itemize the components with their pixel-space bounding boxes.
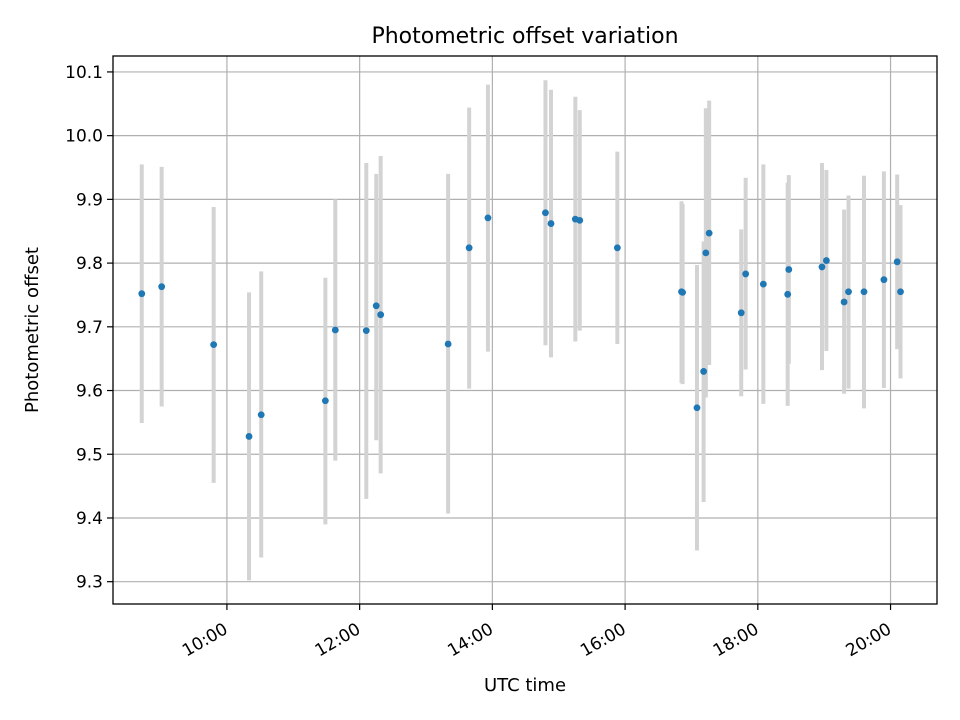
data-point <box>542 209 549 217</box>
axis-ticks: 10:00 12:00 14:00 16:00 18:00 20:00 9.3 9.4 9.5 9… <box>65 63 895 661</box>
x-tick-label: 10:00 <box>179 619 231 661</box>
data-point <box>705 229 713 237</box>
data-point <box>737 309 745 317</box>
data-point <box>818 263 826 271</box>
data-point <box>822 257 830 264</box>
data-point <box>893 258 901 266</box>
grid <box>113 56 937 604</box>
y-tick-label: 9.6 <box>76 382 103 402</box>
data-point <box>576 217 584 224</box>
data-point <box>138 290 146 298</box>
data-point <box>613 244 621 252</box>
data-point <box>693 404 701 412</box>
data-point <box>377 311 385 319</box>
data-point <box>785 266 793 273</box>
error-bars <box>139 80 903 581</box>
x-tick-label: 18:00 <box>710 619 762 661</box>
y-tick-label: 9.4 <box>76 509 103 529</box>
data-point <box>860 288 868 296</box>
x-tick-label: 20:00 <box>843 619 895 661</box>
x-tick-label: 12:00 <box>312 619 364 661</box>
data-point <box>784 290 792 298</box>
x-tick-label: 14:00 <box>444 619 496 661</box>
data-point <box>321 397 329 405</box>
data-point <box>362 327 370 335</box>
plot-frame <box>112 55 938 605</box>
y-axis-label: Photometric offset <box>22 247 43 413</box>
data-point <box>742 270 750 278</box>
data-point <box>679 289 687 296</box>
data-point <box>331 326 339 334</box>
data-points <box>138 209 904 440</box>
y-tick-label: 9.8 <box>76 254 103 274</box>
y-tick-label: 10.0 <box>65 127 103 147</box>
data-point <box>484 214 492 222</box>
data-point <box>759 280 767 288</box>
data-point <box>547 220 555 227</box>
data-point <box>245 433 253 440</box>
data-point <box>465 244 473 252</box>
y-tick-label: 9.7 <box>76 318 103 338</box>
data-point <box>700 368 708 375</box>
data-point <box>880 276 888 284</box>
data-point <box>444 340 452 348</box>
data-point <box>257 411 265 419</box>
data-point <box>210 341 218 349</box>
x-tick-label: 16:00 <box>577 619 629 661</box>
data-point <box>372 302 380 310</box>
data-point <box>158 283 166 291</box>
y-tick-label: 10.1 <box>65 63 103 83</box>
y-tick-label: 9.5 <box>76 445 103 465</box>
x-axis-label: UTC time <box>484 675 566 696</box>
data-point <box>702 249 710 257</box>
data-point <box>897 288 904 296</box>
chart-title: Photometric offset variation <box>371 24 678 49</box>
data-point <box>845 288 852 296</box>
data-point <box>840 298 848 306</box>
y-tick-label: 9.9 <box>76 190 103 210</box>
y-tick-label: 9.3 <box>76 573 103 593</box>
